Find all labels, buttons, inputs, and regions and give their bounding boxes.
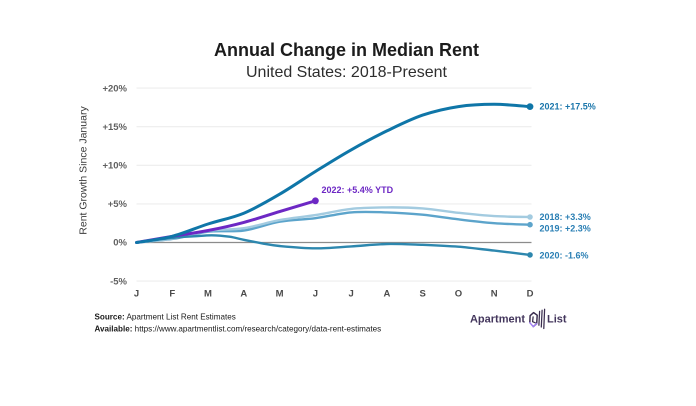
svg-text:Available: https://www.apartme: Available: https://www.apartmentlist.com… (95, 325, 382, 334)
svg-text:2018: +3.3%: 2018: +3.3% (540, 212, 591, 222)
svg-text:D: D (527, 289, 534, 300)
svg-text:List: List (547, 314, 567, 326)
svg-text:Rent Growth Since January: Rent Growth Since January (78, 106, 90, 235)
svg-text:United States: 2018-Present: United States: 2018-Present (246, 64, 448, 81)
svg-text:2022: +5.4% YTD: 2022: +5.4% YTD (322, 185, 394, 195)
svg-text:Apartment: Apartment (470, 314, 525, 326)
svg-text:2020: -1.6%: 2020: -1.6% (540, 251, 589, 261)
svg-text:M: M (276, 289, 284, 300)
svg-text:Source: Apartment List Rent Es: Source: Apartment List Rent Estimates (95, 313, 236, 322)
svg-text:2019: +2.3%: 2019: +2.3% (540, 224, 591, 234)
svg-text:A: A (383, 289, 390, 300)
svg-text:+20%: +20% (102, 83, 127, 94)
svg-text:M: M (204, 289, 212, 300)
svg-text:J: J (134, 289, 139, 300)
svg-text:J: J (348, 289, 353, 300)
svg-text:A: A (240, 289, 247, 300)
svg-text:O: O (455, 289, 462, 300)
svg-text:0%: 0% (113, 238, 127, 249)
svg-text:Annual Change in Median Rent: Annual Change in Median Rent (214, 40, 479, 60)
svg-text:-5%: -5% (110, 276, 127, 287)
svg-text:F: F (169, 289, 175, 300)
svg-text:+15%: +15% (102, 122, 127, 133)
svg-text:S: S (420, 289, 426, 300)
svg-text:J: J (313, 289, 318, 300)
svg-text:2021: +17.5%: 2021: +17.5% (540, 102, 596, 112)
svg-text:+5%: +5% (108, 199, 128, 210)
svg-text:N: N (491, 289, 498, 300)
svg-text:+10%: +10% (102, 161, 127, 172)
